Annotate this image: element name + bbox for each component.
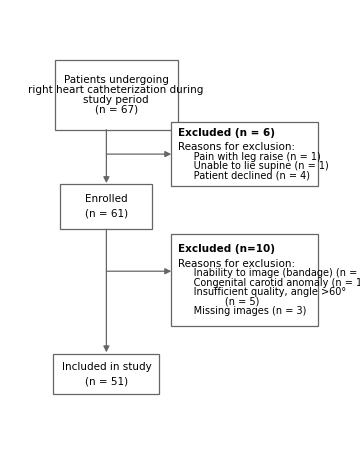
Text: Insufficient quality, angle >60°: Insufficient quality, angle >60°: [177, 287, 346, 297]
FancyBboxPatch shape: [171, 122, 318, 187]
Text: (n = 61): (n = 61): [85, 209, 128, 219]
Text: (n = 67): (n = 67): [95, 105, 138, 115]
Text: Included in study: Included in study: [62, 362, 151, 372]
Text: Missing images (n = 3): Missing images (n = 3): [177, 306, 306, 316]
Text: Patient declined (n = 4): Patient declined (n = 4): [177, 171, 310, 181]
Text: study period: study period: [83, 95, 149, 105]
Text: Reasons for exclusion:: Reasons for exclusion:: [177, 142, 294, 152]
Text: Congenital carotid anomaly (n = 1): Congenital carotid anomaly (n = 1): [177, 278, 360, 288]
Text: Excluded (n = 6): Excluded (n = 6): [177, 128, 275, 138]
FancyBboxPatch shape: [55, 60, 177, 130]
Text: (n = 5): (n = 5): [177, 296, 259, 306]
Text: Patients undergoing: Patients undergoing: [64, 74, 168, 84]
FancyBboxPatch shape: [60, 184, 152, 229]
FancyBboxPatch shape: [53, 354, 159, 395]
Text: (n = 51): (n = 51): [85, 376, 128, 386]
Text: Excluded (n=10): Excluded (n=10): [177, 244, 275, 254]
Text: Enrolled: Enrolled: [85, 194, 128, 204]
Text: Pain with leg raise (n = 1): Pain with leg raise (n = 1): [177, 152, 320, 162]
Text: Inability to image (bandage) (n = 1): Inability to image (bandage) (n = 1): [177, 268, 360, 278]
FancyBboxPatch shape: [171, 234, 318, 326]
Text: right heart catheterization during: right heart catheterization during: [28, 84, 204, 95]
Text: Reasons for exclusion:: Reasons for exclusion:: [177, 259, 294, 269]
Text: Unable to lie supine (n = 1): Unable to lie supine (n = 1): [177, 161, 328, 171]
